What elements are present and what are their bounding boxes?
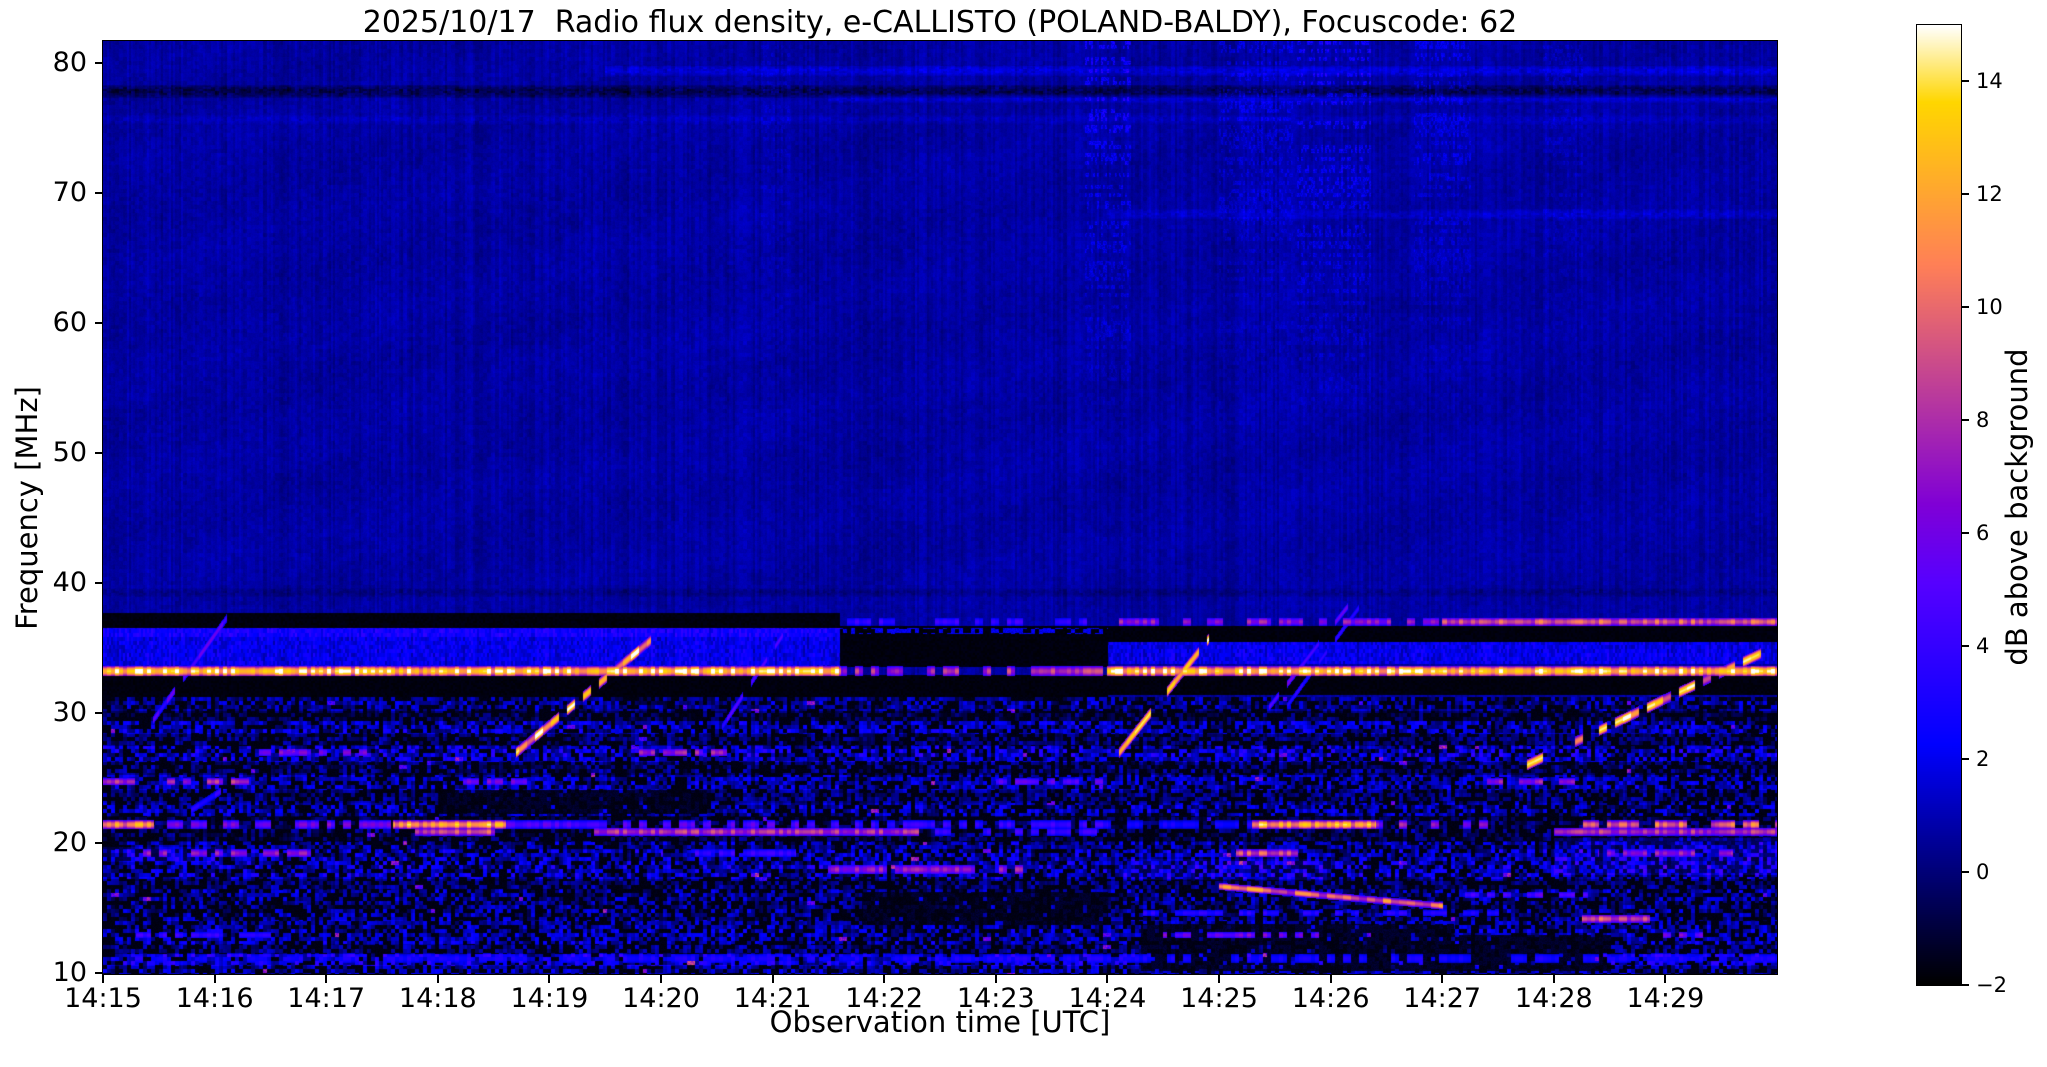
y-tick-label: 10 <box>52 957 87 988</box>
y-tick <box>95 452 103 454</box>
colorbar-tick-label: 8 <box>1976 408 1990 433</box>
x-tick <box>660 975 662 983</box>
x-tick-label: 14:21 <box>733 983 812 1014</box>
colorbar-tick <box>1962 645 1969 648</box>
colorbar-tick <box>1962 758 1969 761</box>
colorbar-tick-label: 2 <box>1976 747 1990 772</box>
x-tick <box>883 975 886 983</box>
x-tick-label: 14:24 <box>1068 983 1147 1014</box>
x-tick-label: 14:28 <box>1514 983 1593 1014</box>
y-tick-label: 50 <box>52 437 87 468</box>
colorbar-tick <box>1962 80 1969 83</box>
x-tick <box>1664 975 1667 983</box>
x-tick-label: 14:27 <box>1403 983 1482 1014</box>
colorbar-label: dB above background <box>2000 348 2034 666</box>
x-tick-label: 14:25 <box>1180 983 1258 1014</box>
x-axis-label: Observation time [UTC] <box>769 1005 1111 1039</box>
y-tick <box>95 842 103 844</box>
x-tick-label: 14:22 <box>845 983 924 1014</box>
colorbar-tick <box>1962 532 1969 535</box>
x-tick <box>213 975 216 983</box>
x-tick-label: 14:29 <box>1626 983 1705 1014</box>
colorbar-gradient <box>1916 24 1962 986</box>
colorbar-tick-label: 6 <box>1976 521 1990 546</box>
colorbar-tick-label: 12 <box>1976 182 2003 207</box>
spectrogram-heatmap <box>102 40 1778 975</box>
y-tick <box>95 322 103 324</box>
x-tick <box>771 975 774 983</box>
colorbar-tick-label: 0 <box>1976 860 1990 885</box>
x-tick-label: 14:26 <box>1291 983 1370 1014</box>
y-tick <box>95 62 103 64</box>
y-tick-label: 80 <box>52 47 87 78</box>
colorbar-tick-label: 10 <box>1976 295 2003 320</box>
colorbar-tick-label: −2 <box>1976 973 2007 997</box>
x-tick-label: 14:23 <box>956 983 1035 1014</box>
x-tick-label: 14:17 <box>287 983 366 1014</box>
colorbar-tick <box>1962 419 1969 422</box>
x-tick-label: 14:18 <box>398 983 477 1014</box>
y-tick-label: 40 <box>52 567 87 598</box>
y-tick-label: 30 <box>52 697 87 728</box>
x-tick <box>1329 975 1332 983</box>
x-tick <box>1552 975 1555 983</box>
x-tick <box>1441 975 1444 983</box>
y-tick-label: 20 <box>52 827 87 858</box>
y-tick <box>95 712 103 714</box>
colorbar-tick <box>1962 871 1969 874</box>
x-tick-label: 14:15 <box>64 983 142 1014</box>
chart-title: 2025/10/17 Radio flux density, e-CALLIST… <box>362 5 1518 40</box>
y-tick-label: 60 <box>52 307 87 338</box>
colorbar-tick <box>1962 193 1969 196</box>
x-tick <box>436 975 439 983</box>
x-tick <box>548 975 551 983</box>
x-tick <box>994 975 997 983</box>
x-tick <box>102 975 104 983</box>
x-tick <box>1106 975 1109 983</box>
x-tick-label: 14:19 <box>510 983 589 1014</box>
colorbar-tick-label: 4 <box>1976 634 1990 659</box>
y-tick <box>95 582 103 584</box>
x-tick-label: 14:16 <box>175 983 254 1014</box>
y-tick <box>95 972 103 974</box>
y-tick <box>95 192 103 194</box>
y-tick-label: 70 <box>52 177 87 208</box>
x-tick <box>1218 975 1220 983</box>
colorbar-tick-label: 14 <box>1976 69 2003 94</box>
x-tick-label: 14:20 <box>622 983 700 1014</box>
colorbar-tick <box>1962 984 1969 986</box>
colorbar-tick <box>1962 306 1969 309</box>
x-tick <box>325 975 328 983</box>
